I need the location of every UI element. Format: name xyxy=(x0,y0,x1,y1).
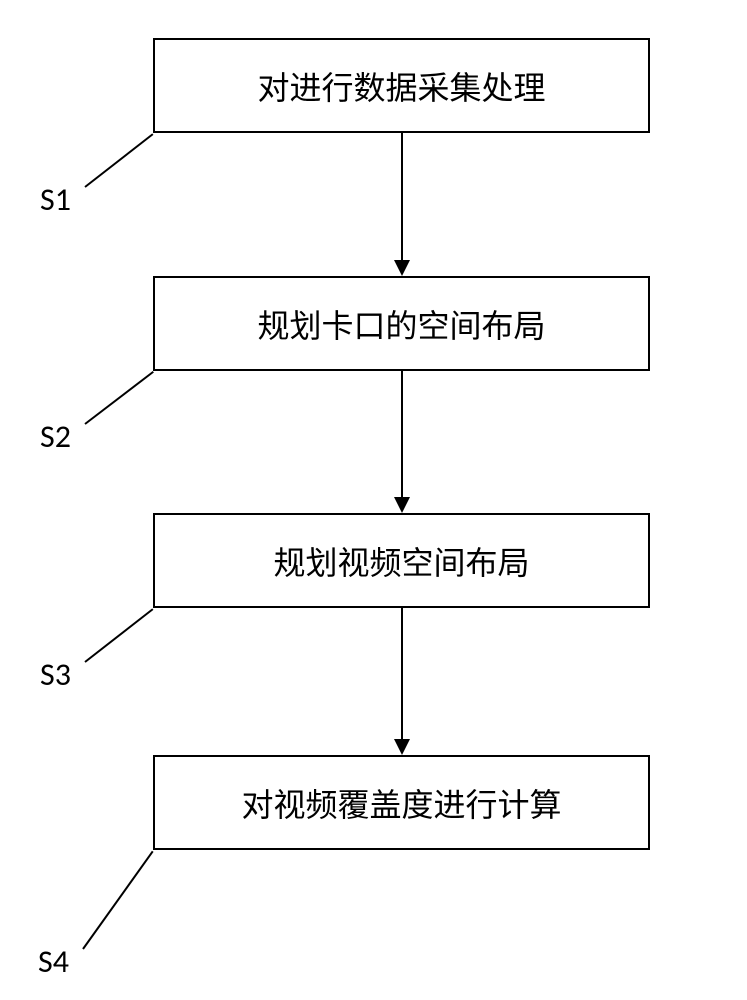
label-connector-line xyxy=(84,133,153,188)
flow-node-s1-text: 对进行数据采集处理 xyxy=(257,63,545,109)
label-connector-line xyxy=(84,608,153,663)
arrow-line xyxy=(401,371,403,497)
label-connector-line xyxy=(82,850,154,949)
flow-node-s2: 规划卡口的空间布局 xyxy=(153,276,650,371)
arrow-head-icon xyxy=(394,497,410,513)
label-connector-line xyxy=(84,371,153,425)
flowchart-container: 对进行数据采集处理 规划卡口的空间布局 规划视频空间布局 对视频覆盖度进行计算 … xyxy=(0,0,747,1000)
step-label-s4: S4 xyxy=(38,942,69,981)
arrow-head-icon xyxy=(394,739,410,755)
arrow-line xyxy=(401,608,403,739)
flow-node-s4-text: 对视频覆盖度进行计算 xyxy=(241,780,561,826)
flow-node-s4: 对视频覆盖度进行计算 xyxy=(153,755,650,850)
flow-node-s3-text: 规划视频空间布局 xyxy=(273,538,529,584)
step-label-s2: S2 xyxy=(40,417,71,456)
arrow-line xyxy=(401,133,403,260)
flow-node-s1: 对进行数据采集处理 xyxy=(153,38,650,133)
step-label-s1: S1 xyxy=(40,180,71,219)
flow-node-s3: 规划视频空间布局 xyxy=(153,513,650,608)
step-label-s3: S3 xyxy=(40,655,71,694)
arrow-head-icon xyxy=(394,260,410,276)
flow-node-s2-text: 规划卡口的空间布局 xyxy=(257,301,545,347)
